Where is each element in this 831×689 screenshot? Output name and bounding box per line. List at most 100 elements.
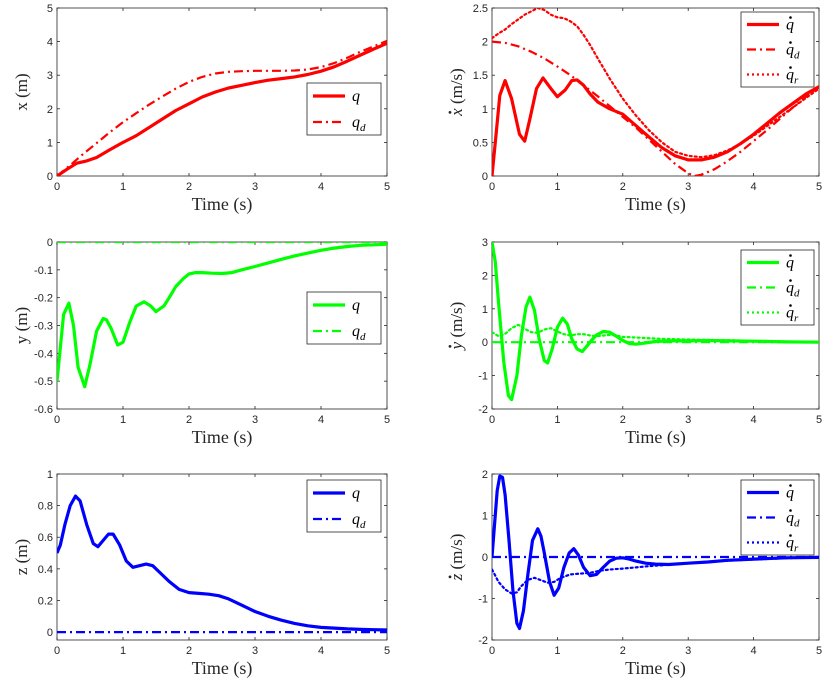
y-tick-label: 2 <box>482 469 488 481</box>
y-tick-label: 0 <box>482 552 488 564</box>
y-tick-label: 0.2 <box>38 595 53 607</box>
series-line-q <box>57 494 387 632</box>
legend-label: qd <box>352 323 366 343</box>
y-tick-label: 0.5 <box>473 137 488 149</box>
legend: q qd qr <box>740 11 815 88</box>
y-tick-label: -0.2 <box>34 293 53 305</box>
legend-label-dot <box>789 66 792 69</box>
x-tick-label: 3 <box>685 645 691 657</box>
x-tick-label: 2 <box>620 414 626 426</box>
legend: q qd <box>306 291 382 345</box>
y-tick-label: 1 <box>482 511 488 523</box>
y-tick-label: 1 <box>47 137 53 149</box>
series-line-q_d <box>57 39 387 176</box>
x-axis-label: Time (s) <box>625 194 686 215</box>
legend-label: qr <box>786 305 799 325</box>
y-tick-label: 3 <box>482 237 488 249</box>
y-axis-label: x (m/s) <box>447 68 466 117</box>
legend-box <box>306 291 382 345</box>
series-line-q_r-dot <box>492 556 819 595</box>
y-tick-label: -0.3 <box>34 321 53 333</box>
legend: q qd qr <box>740 249 815 326</box>
y-axis-label: y (m) <box>12 307 31 344</box>
legend-label: q <box>786 255 794 272</box>
x-tick-label: 2 <box>186 645 192 657</box>
x-tick-label: 1 <box>120 645 126 657</box>
x-tick-label: 1 <box>120 181 126 193</box>
x-tick-label: 1 <box>120 414 126 426</box>
x-tick-label: 0 <box>54 645 60 657</box>
legend-label: qd <box>786 280 800 300</box>
x-tick-label: 4 <box>751 645 757 657</box>
legend-label: qd <box>786 42 800 62</box>
x-tick-label: 1 <box>554 414 560 426</box>
x-tick-label: 1 <box>554 645 560 657</box>
y-tick-label: 2.5 <box>473 3 488 15</box>
legend-label: q <box>786 17 794 34</box>
legend: q qd <box>306 82 382 136</box>
y-tick-label: -1 <box>478 371 488 383</box>
x-tick-label: 4 <box>751 181 757 193</box>
legend-label-dot <box>789 279 792 282</box>
legend-label-dot <box>789 484 792 487</box>
x-tick-label: 4 <box>318 414 324 426</box>
legend-box <box>306 479 382 533</box>
series-group <box>57 242 387 389</box>
y-tick-label: 0.6 <box>38 532 53 544</box>
y-tick-label: 1 <box>482 304 488 316</box>
x-tick-label: 5 <box>816 645 822 657</box>
y-tick-label: 2 <box>47 104 53 116</box>
legend-label-dot <box>789 16 792 19</box>
x-tick-label: 0 <box>54 181 60 193</box>
y-tick-label: 0 <box>47 171 53 183</box>
x-axis-label: Time (s) <box>625 427 686 448</box>
x-tick-label: 3 <box>252 645 258 657</box>
y-tick-label: -0.1 <box>34 265 53 277</box>
x-tick-label: 5 <box>816 414 822 426</box>
x-tick-label: 4 <box>318 181 324 193</box>
y-axis-label: z (m) <box>12 539 31 575</box>
legend-label-dot <box>789 304 792 307</box>
legend-label: qr <box>786 67 799 87</box>
chart-x-pos: 0 1 2 3 4 5 0 1 2 3 4 5 Time (s) x (m) q qd <box>12 3 390 215</box>
series-group <box>492 8 819 176</box>
legend-label: q <box>352 88 360 105</box>
y-tick-label: -0.4 <box>34 348 53 360</box>
y-tick-label: 3 <box>47 70 53 82</box>
y-tick-label: 4 <box>47 37 53 49</box>
x-tick-label: 1 <box>554 181 560 193</box>
y-tick-label: 5 <box>47 3 53 15</box>
x-tick-label: 2 <box>186 181 192 193</box>
y-axis-label-dot <box>448 575 452 579</box>
legend-label: q <box>352 297 360 314</box>
y-tick-label: 0 <box>47 627 53 639</box>
series-line-q_d-dot <box>492 40 819 176</box>
series-line-q_r-dot <box>492 8 819 159</box>
legend-label: qd <box>786 510 800 530</box>
x-tick-label: 2 <box>620 181 626 193</box>
y-tick-label: 0.4 <box>38 564 53 576</box>
legend-label-dot <box>789 254 792 257</box>
legend-label: qr <box>786 535 799 555</box>
series-group <box>57 39 387 176</box>
x-tick-label: 0 <box>489 645 495 657</box>
legend-label: qd <box>352 114 366 134</box>
x-tick-label: 3 <box>252 181 258 193</box>
series-line-q_r-dot <box>492 323 819 343</box>
y-tick-label: 0 <box>482 337 488 349</box>
x-axis-label: Time (s) <box>192 194 253 215</box>
series-group <box>492 474 819 631</box>
axes-box <box>56 473 388 641</box>
series-line-q <box>57 41 387 176</box>
y-tick-label: 0 <box>482 171 488 183</box>
series-group <box>492 242 819 402</box>
y-axis-label: x (m) <box>12 73 31 110</box>
y-tick-label: 2 <box>482 37 488 49</box>
x-tick-label: 0 <box>54 414 60 426</box>
legend: q qd qr <box>740 479 815 556</box>
x-tick-label: 3 <box>685 181 691 193</box>
x-tick-label: 0 <box>489 181 495 193</box>
x-axis-label: Time (s) <box>192 658 253 679</box>
